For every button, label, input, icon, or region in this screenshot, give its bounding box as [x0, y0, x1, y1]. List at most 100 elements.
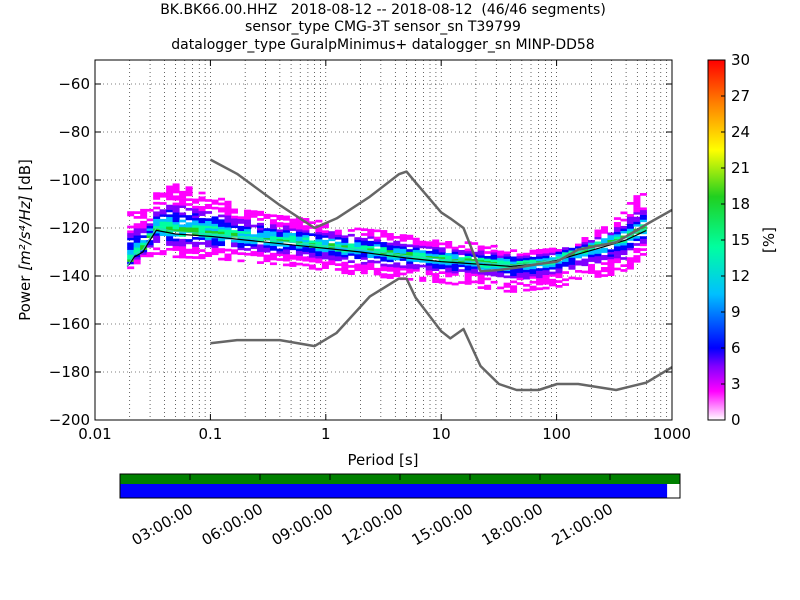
psd-cell — [425, 270, 433, 273]
psd-cell — [198, 227, 206, 231]
psd-cell — [341, 264, 349, 267]
psd-cell — [243, 231, 251, 234]
y-tick-label: −160 — [49, 315, 90, 333]
psd-cell — [347, 250, 355, 254]
psd-cell — [276, 238, 284, 242]
colorbar-tick-label: 6 — [731, 339, 741, 357]
psd-cell — [380, 256, 388, 260]
psd-cell — [269, 262, 277, 266]
psd-cell — [367, 262, 375, 266]
psd-cell — [237, 225, 245, 229]
psd-cell — [276, 234, 284, 237]
psd-cell — [347, 245, 355, 249]
psd-cell — [451, 251, 459, 255]
psd-cell — [295, 238, 303, 242]
psd-cell — [373, 243, 381, 247]
psd-cell — [477, 274, 485, 277]
psd-cell — [237, 216, 245, 220]
psd-cell — [425, 250, 433, 254]
psd-cell — [386, 273, 394, 277]
psd-cell — [321, 251, 329, 255]
psd-cell — [425, 262, 433, 266]
psd-cell — [477, 286, 485, 289]
psd-cell — [516, 255, 524, 259]
psd-cell — [626, 214, 634, 217]
psd-cell — [328, 243, 336, 246]
psd-cell — [600, 226, 608, 229]
psd-cell — [393, 272, 401, 275]
psd-cell — [497, 257, 505, 261]
psd-cell — [308, 247, 316, 251]
psd-cell — [555, 265, 563, 269]
psd-cell — [224, 253, 232, 257]
psd-cell — [425, 255, 433, 259]
psd-cell — [166, 235, 174, 239]
psd-cell — [620, 257, 628, 260]
psd-cell — [523, 252, 531, 256]
psd-cell — [633, 216, 641, 220]
psd-cell — [179, 202, 187, 206]
psd-cell — [490, 259, 498, 262]
psd-cell — [276, 222, 284, 225]
psd-cell — [600, 247, 608, 251]
psd-cell — [276, 224, 284, 228]
psd-cell — [542, 272, 550, 276]
psd-cell — [205, 203, 213, 207]
psd-cell — [587, 242, 595, 246]
psd-cell — [490, 249, 498, 253]
psd-cell — [179, 198, 187, 201]
psd-cell — [445, 267, 453, 271]
psd-cell — [510, 275, 518, 279]
psd-cell — [302, 227, 310, 231]
psd-cell — [282, 234, 290, 238]
psd-cell — [153, 218, 161, 222]
psd-cell — [555, 280, 563, 283]
psd-cell — [256, 249, 264, 252]
psd-cell — [386, 249, 394, 253]
psd-cell — [555, 260, 563, 264]
psd-cell — [146, 208, 154, 212]
psd-cell — [575, 243, 582, 247]
psd-cell — [600, 228, 608, 232]
psd-cell — [133, 240, 141, 243]
psd-cell — [451, 253, 459, 257]
psd-cell — [256, 230, 264, 233]
psd-cell — [373, 236, 381, 240]
psd-cell — [269, 238, 277, 242]
psd-cell — [224, 210, 232, 214]
psd-cell — [289, 247, 297, 251]
psd-cell — [185, 248, 193, 252]
psd-cell — [626, 221, 634, 224]
psd-cell — [386, 247, 394, 251]
psd-cell — [250, 210, 258, 213]
psd-cell — [360, 249, 368, 253]
psd-cell — [438, 242, 446, 246]
psd-cell — [633, 204, 641, 208]
psd-cell — [321, 242, 329, 246]
psd-cell — [295, 248, 303, 252]
psd-cell — [445, 281, 453, 285]
psd-cell — [185, 227, 193, 230]
psd-cell — [341, 235, 349, 239]
psd-cell — [380, 266, 388, 269]
psd-cell — [334, 244, 342, 247]
psd-cell — [620, 264, 628, 268]
psd-cell — [166, 240, 174, 244]
psd-cell — [393, 245, 401, 249]
psd-cell — [399, 258, 407, 261]
psd-cell — [510, 268, 518, 272]
psd-cell — [523, 274, 531, 278]
psd-cell — [205, 220, 213, 224]
psd-cell — [205, 218, 213, 222]
psd-cell — [166, 216, 174, 220]
psd-cell — [276, 258, 284, 261]
psd-cell — [250, 246, 258, 249]
psd-cell — [231, 218, 239, 221]
psd-cell — [613, 231, 621, 235]
psd-cell — [425, 265, 433, 269]
psd-cell — [393, 250, 401, 254]
psd-cell — [536, 275, 544, 279]
psd-cell — [205, 230, 213, 234]
psd-cell — [360, 228, 368, 232]
psd-cell — [179, 200, 187, 204]
